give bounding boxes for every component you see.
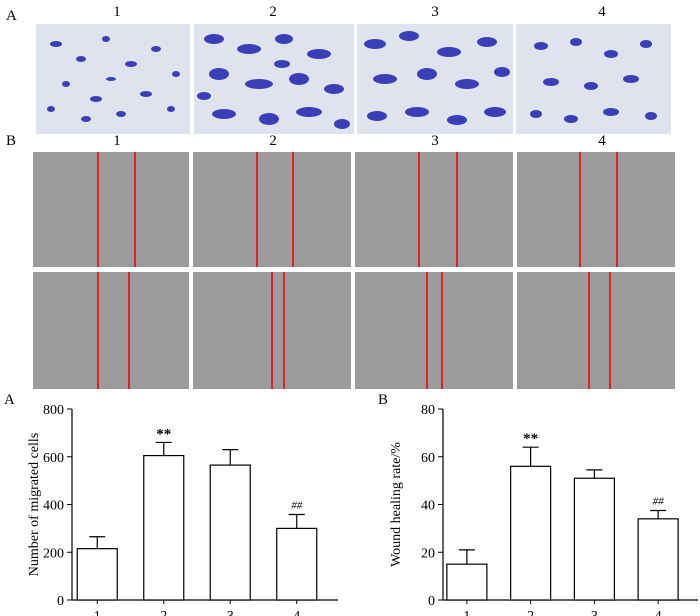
col-label-r2-2: 2 [269, 133, 277, 149]
bar [446, 563, 488, 601]
significance-annotation: ## [291, 500, 303, 512]
wound-image-late-4 [517, 272, 675, 389]
transwell-image-4 [516, 24, 671, 134]
wound-image-late-2 [193, 272, 351, 389]
wound-edge-line [134, 152, 136, 267]
transwell-cells-4 [530, 38, 657, 123]
wound-edge-line [579, 152, 581, 267]
wound-edge-line [128, 272, 130, 389]
wound-edge-line [97, 152, 99, 267]
x-tick-label: 4 [655, 609, 662, 616]
wound-edge-line [292, 152, 294, 267]
y-tick-label: 600 [43, 451, 64, 466]
x-tick-label: 3 [591, 609, 598, 616]
wound-edge-line [271, 272, 273, 389]
x-tick-label: 1 [94, 609, 101, 616]
chart-wound-healing: 0 20 40 60 80 Wound healing rate/% 1 2 ** 3 4 ## [389, 403, 698, 616]
wound-edge-line [256, 152, 258, 267]
x-tick-label: 3 [227, 609, 234, 616]
x-tick-label: 2 [160, 609, 167, 616]
y-tick-label: 60 [421, 451, 435, 466]
col-label-r1-2: 2 [269, 4, 277, 20]
wound-edge-line [283, 272, 285, 389]
bar [637, 518, 679, 601]
bar [573, 477, 615, 601]
x-tick-label: 1 [463, 609, 470, 616]
col-label-r1-1: 1 [113, 4, 121, 20]
wound-edge-line [97, 272, 99, 389]
transwell-image-3 [357, 24, 513, 134]
wound-image-late-1 [33, 272, 189, 389]
transwell-image-2 [194, 24, 354, 134]
wound-image-0h-1 [33, 152, 189, 267]
panel-label-bottom-a: A [4, 392, 15, 408]
wound-edge-line [456, 152, 458, 267]
wound-edge-line [588, 272, 590, 389]
transwell-cells-1 [47, 36, 180, 122]
significance-annotation: ** [156, 426, 171, 442]
wound-edge-line [441, 272, 443, 389]
wound-image-0h-4 [517, 152, 675, 267]
y-tick-label: 40 [421, 499, 435, 514]
x-tick-label: 2 [527, 609, 534, 616]
panel-label-bottom-b: B [378, 392, 389, 408]
y-tick-label: 0 [428, 594, 435, 609]
significance-annotation: ** [523, 431, 538, 447]
y-tick-label: 200 [43, 546, 64, 561]
bar [209, 464, 251, 601]
y-tick-label: 80 [421, 403, 435, 418]
col-label-r2-4: 4 [598, 133, 606, 149]
y-tick-label: 20 [421, 546, 435, 561]
transwell-cells-3 [364, 31, 510, 125]
wound-edge-line [609, 272, 611, 389]
wound-image-0h-2 [193, 152, 351, 267]
y-axis-label: Wound healing rate/% [389, 442, 404, 567]
wound-edge-line [426, 272, 428, 389]
wound-image-0h-3 [355, 152, 513, 267]
wound-image-late-3 [355, 272, 513, 389]
bar [510, 465, 552, 601]
bar [143, 454, 185, 601]
col-label-r2-3: 3 [431, 133, 439, 149]
x-tick-label: 4 [293, 609, 300, 616]
col-label-r2-1: 1 [113, 133, 121, 149]
panel-label-top-a: A [6, 8, 17, 24]
y-tick-label: 400 [43, 499, 64, 514]
bar [76, 548, 118, 601]
col-label-r1-3: 3 [431, 4, 439, 20]
col-label-r1-4: 4 [598, 4, 606, 20]
y-tick-label: 0 [57, 594, 64, 609]
y-axis-label: Number of migrated cells [27, 433, 42, 576]
y-tick-label: 800 [43, 403, 64, 418]
panel-label-top-b: B [6, 133, 17, 149]
bar [276, 527, 318, 601]
wound-edge-line [418, 152, 420, 267]
wound-edge-line [616, 152, 618, 267]
transwell-cells-2 [197, 34, 350, 129]
transwell-image-1 [36, 24, 190, 134]
significance-annotation: ## [653, 495, 665, 507]
